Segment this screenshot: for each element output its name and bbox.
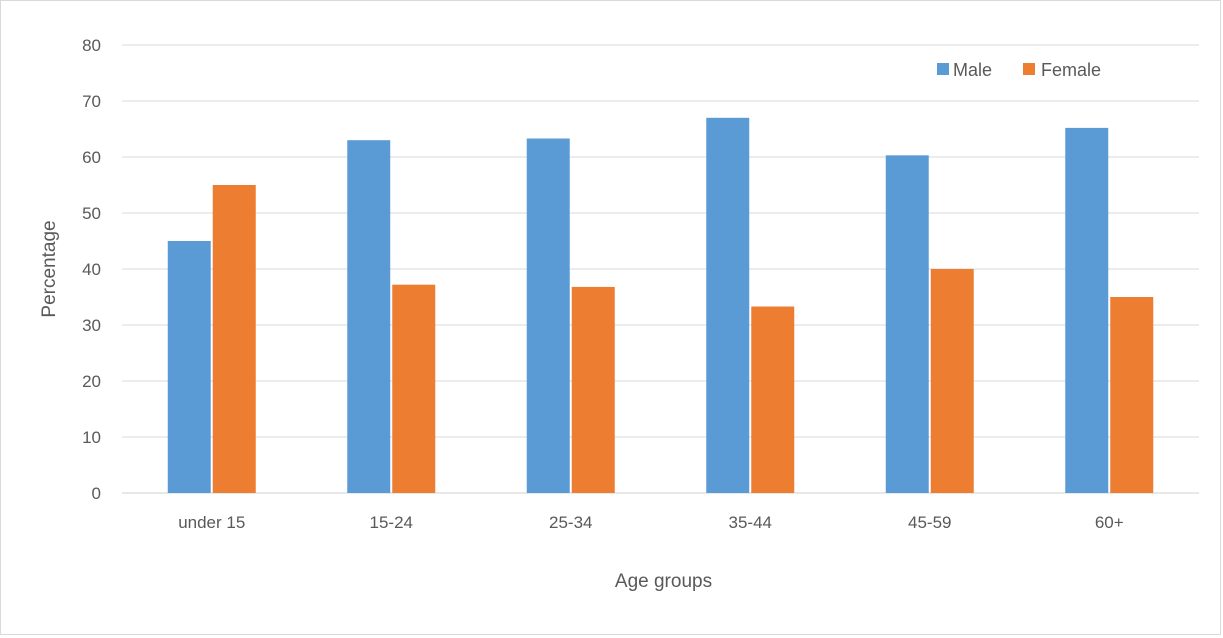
x-tick-label: 60+	[1095, 513, 1124, 532]
y-tick-label: 0	[92, 484, 101, 503]
bar-female-2	[571, 286, 615, 493]
legend-label-female: Female	[1041, 60, 1101, 80]
legend: Male Female	[937, 60, 1101, 80]
legend-label-male: Male	[953, 60, 992, 80]
y-tick-label: 70	[82, 92, 101, 111]
x-tick-label: 15-24	[370, 513, 413, 532]
y-tick-label: 40	[82, 260, 101, 279]
y-tick-label: 30	[82, 316, 101, 335]
bar-male-2	[526, 138, 570, 493]
bar-male-4	[885, 155, 929, 493]
y-tick-label: 60	[82, 148, 101, 167]
bar-male-5	[1065, 127, 1109, 493]
y-axis-title: Percentage	[39, 220, 60, 317]
bar-female-4	[930, 269, 974, 493]
bar-female-0	[212, 185, 256, 493]
bar-female-1	[392, 284, 436, 493]
x-tick-label: 45-59	[908, 513, 951, 532]
bar-male-3	[706, 117, 750, 494]
y-tick-label: 50	[82, 204, 101, 223]
y-tick-label: 20	[82, 372, 101, 391]
y-tick-labels: 0 10 20 30 40 50 60 70 80	[82, 36, 101, 503]
x-tick-label: 25-34	[549, 513, 592, 532]
bar-male-0	[167, 241, 211, 493]
legend-swatch-male	[937, 63, 949, 75]
y-tick-label: 10	[82, 428, 101, 447]
bar-female-5	[1110, 297, 1154, 493]
x-tick-labels: under 15 15-24 25-34 35-44 45-59 60+	[178, 513, 1124, 532]
bar-female-3	[751, 306, 795, 493]
bars	[167, 117, 1154, 494]
bar-male-1	[347, 140, 391, 493]
x-tick-label: under 15	[178, 513, 245, 532]
x-axis-title: Age groups	[615, 571, 712, 592]
legend-swatch-female	[1023, 63, 1035, 75]
gridlines	[122, 44, 1199, 494]
y-tick-label: 80	[82, 36, 101, 55]
x-tick-label: 35-44	[729, 513, 772, 532]
